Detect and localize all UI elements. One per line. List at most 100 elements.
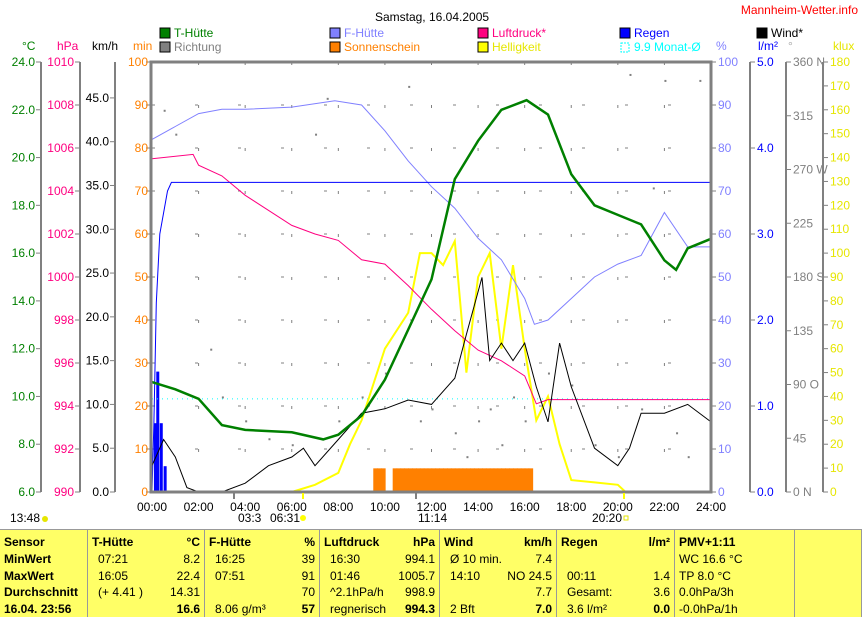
legend-item: Sonnenschein [329,40,420,54]
bar [412,468,417,492]
bar [497,468,503,492]
direction-point [245,420,248,423]
stats-column: F-Hütte% 16:25 39 07:51 91 70 8.06 g/m³ 57 [205,530,320,617]
axis-unit-label: °C [22,39,36,53]
axis-tick-label: 20.0 [12,151,36,165]
axis-tick-label: 50 [718,270,732,284]
axis-tick-label: 70 [830,318,844,332]
bar [415,468,421,492]
chart-title: Samstag, 16.04.2005 [375,10,489,24]
axis-tick-label: 20 [830,437,844,451]
site-link[interactable]: Mannheim-Wetter.info [741,3,858,17]
series-line-regen [151,181,711,493]
stats-row: Ø 10 min. 7.4 [444,551,552,567]
bar [489,468,495,492]
legend-swatch [329,41,341,53]
solar-noon-time: 11:14 [418,511,447,525]
bar [163,466,167,492]
stats-cell-value: 994.3 [404,601,435,616]
stats-cell-label: regnerisch [330,601,387,616]
stats-cell-label: Sensor [4,535,45,549]
bar [408,468,413,492]
stats-row: 3.6 l/m² 0.0 [561,601,670,617]
legend-swatch [477,41,489,53]
stats-cell-label: 16:25 [215,552,246,566]
axis-tick-label: 50 [830,366,844,380]
stats-cell-label: 01:46 [330,568,361,583]
legend-label: Helligkeit [492,40,541,54]
stats-row: -0.0hPa/1h [679,601,790,617]
stats-row: 16.6 [92,601,200,617]
direction-point [408,85,411,88]
axis-tick-label: 360 N [793,55,825,69]
axis-tick-label: 90 [135,98,149,112]
bar [458,468,464,492]
stats-cell-label: Luftdruck [324,535,380,549]
bar [381,468,386,492]
axis-tick-label: 80 [135,141,149,155]
stats-row: 14:10 NO 24.5 [444,568,552,584]
direction-point [594,444,597,447]
series-line-fhtte [151,100,711,325]
axis-tick-label: 5.0 [757,55,774,69]
legend-item: F-Hütte [329,26,384,40]
sunset-icon [623,515,629,521]
stats-row [561,551,670,567]
direction-point [326,97,329,100]
bar [462,468,468,492]
stats-row [799,584,857,600]
axis-tick-label: 5.0 [92,441,109,455]
direction-point [221,396,224,399]
bar [501,468,506,492]
bar [396,468,402,492]
stats-row: 07:51 91 [209,568,315,584]
stats-cell-value: 1005.7 [398,568,435,583]
x-tick-label: 12:00 [416,500,446,514]
legend-label: F-Hütte [344,26,384,40]
axis-unit-label: % [716,39,727,53]
stats-row [799,551,857,567]
direction-point [513,396,516,399]
series-line-helligkeit [291,237,627,493]
stats-row: WC 16.6 °C [679,551,790,567]
stats-row: Durchschnitt [4,584,83,600]
axis-tick-label: 6.0 [18,485,35,499]
stats-cell-label: Durchschnitt [4,585,79,599]
axis-tick-label: 12.0 [12,342,36,356]
stats-cell-label: T-Hütte [92,535,134,549]
bars-regen [153,371,167,492]
direction-point [175,133,178,136]
axis-min: min 0 10 20 30 40 50 60 70 80 90 100 [128,39,152,499]
stats-row: Wind km/h [444,534,552,550]
axis-tick-label: 2.0 [757,313,774,327]
stats-cell-label: 00:11 [567,568,597,583]
axis-tick-label: 8.0 [18,437,35,451]
stats-cell-value: 998.9 [404,585,435,599]
series-line-thtte [151,98,712,441]
moonset-time: 03:3 [238,511,262,525]
direction-point [454,432,457,435]
stats-cell-label: ^2.1hPa/h [330,585,384,599]
legend: T-Hütte F-Hütte Luftdruck* Regen Wind* Richtu… [159,26,803,54]
axis-tick-label: 60 [830,342,844,356]
direction-point [466,456,469,459]
stats-row: 01:46 1005.7 [324,568,435,584]
stats-cell-label: Wind [444,535,474,549]
axis-tick-label: 270 W [793,163,828,177]
direction-points [163,73,702,459]
x-axis: 00:00 02:00 04:00 06:00 08:00 10:00 12:00 14:00… [137,500,726,514]
legend-swatch [619,27,631,39]
axis-tick-label: 315 [793,109,813,123]
bar [419,468,425,492]
direction-point [478,420,481,423]
stats-row: PMV+1:11 [679,534,790,550]
axis-tick-label: 35.0 [86,178,110,192]
stats-cell-value: % [304,535,315,549]
stats-column: T-Hütte °C 07:21 8.2 16:05 22.4 (+ 4.41 ) 14.31… [88,530,205,617]
stats-cell-label: Ø 10 min. [450,552,503,566]
direction-point [547,372,550,375]
legend-item: Helligkeit [477,40,541,54]
axis-tick-label: 998 [54,313,74,327]
axis-tick-label: 1006 [47,141,74,155]
direction-point [315,133,318,136]
